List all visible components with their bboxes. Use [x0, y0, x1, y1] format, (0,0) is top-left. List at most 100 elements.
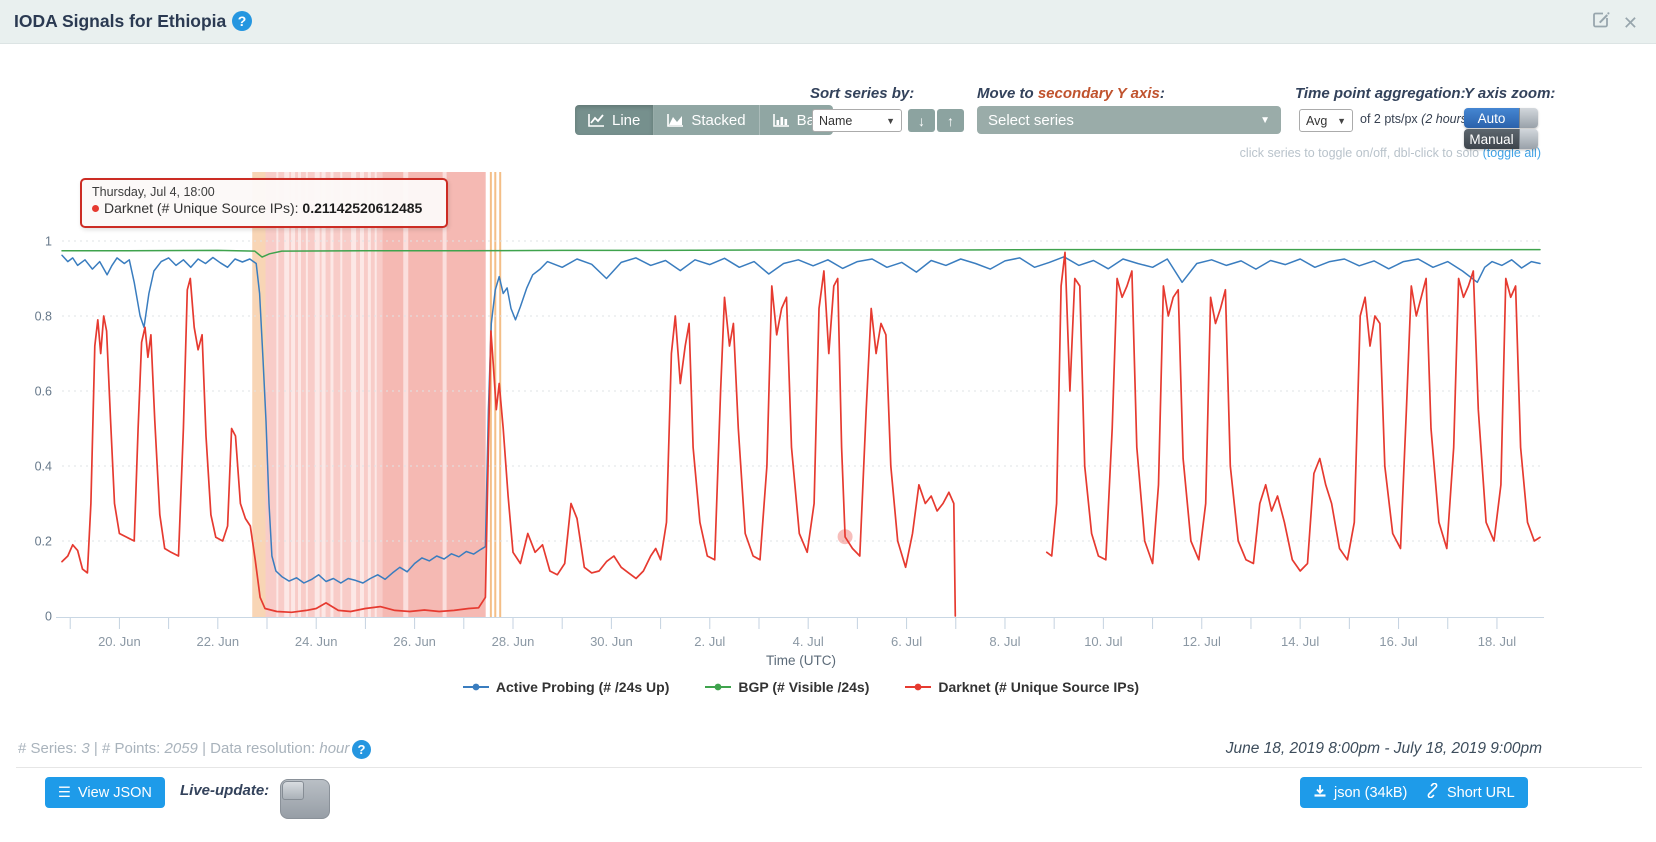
- chart-type-line-button[interactable]: Line: [575, 105, 655, 135]
- y-axis-tick-label: 0: [45, 610, 52, 624]
- y-axis-tick-label: 0.8: [35, 310, 52, 324]
- y-zoom-switch: Auto Manual: [1464, 108, 1538, 150]
- y-zoom-manual-option[interactable]: Manual: [1464, 129, 1538, 149]
- chevron-down-icon: ▼: [1260, 114, 1270, 126]
- title-help-icon[interactable]: ?: [232, 11, 252, 31]
- alert-region-gap: [330, 172, 334, 617]
- legend-marker-icon: [705, 683, 732, 691]
- series-line-darknet-unique-source-ips[interactable]: [61, 251, 1541, 617]
- y-zoom-label: Y axis zoom:: [1464, 85, 1556, 102]
- x-axis-title: Time (UTC): [766, 653, 836, 668]
- alert-line-orange: [489, 172, 492, 617]
- x-axis-tick-label: 4. Jul: [793, 634, 824, 649]
- chart-type-group: Line Stacked Bar: [575, 105, 833, 135]
- link-icon: [1425, 782, 1440, 802]
- x-axis-tick-label: 24. Jun: [295, 634, 338, 649]
- live-update-label: Live-update:: [180, 782, 270, 799]
- live-update-toggle[interactable]: [280, 779, 330, 819]
- sort-ascending-button[interactable]: ↑: [937, 109, 964, 132]
- x-axis-tick-label: 6. Jul: [891, 634, 922, 649]
- x-axis-tick-label: 26. Jun: [393, 634, 436, 649]
- alert-region-gap: [284, 172, 290, 617]
- chart-tooltip: Thursday, Jul 4, 18:00 Darknet (# Unique…: [80, 178, 448, 228]
- chevron-down-icon: ▼: [1337, 115, 1346, 126]
- x-axis-tick-label: 20. Jun: [98, 634, 141, 649]
- chart-legend: Active Probing (# /24s Up) BGP (# Visible…: [62, 679, 1540, 695]
- y-axis-tick-label: 0.6: [35, 385, 52, 399]
- aggregation-detail: of 2 pts/px (2 hours): [1360, 112, 1472, 126]
- alert-region-gap: [351, 172, 357, 617]
- date-range: June 18, 2019 8:00pm - July 18, 2019 9:0…: [1225, 740, 1542, 757]
- chart-type-stacked-button[interactable]: Stacked: [654, 105, 760, 135]
- x-axis-tick-label: 18. Jul: [1478, 634, 1516, 649]
- tooltip-series-label: Darknet (# Unique Source IPs):: [104, 200, 299, 216]
- series-dot-icon: [92, 205, 99, 212]
- view-json-button[interactable]: ☰ View JSON: [45, 777, 165, 808]
- y-axis-tick-label: 0.2: [35, 535, 52, 549]
- bar-chart-icon: [772, 113, 790, 127]
- toggle-knob: [1519, 108, 1538, 128]
- aggregation-select[interactable]: Avg ▼: [1299, 109, 1353, 132]
- x-axis-tick-label: 14. Jul: [1281, 634, 1319, 649]
- alert-region-gap: [305, 172, 308, 617]
- panel-header: IODA Signals for Ethiopia ? ✕: [0, 0, 1656, 44]
- legend-item-bgp-visible-24s[interactable]: BGP (# Visible /24s): [705, 679, 869, 695]
- series-line-active-probing-24s-up[interactable]: [61, 254, 1541, 584]
- line-chart-icon: [588, 113, 605, 127]
- download-json-button[interactable]: json (34kB): [1300, 777, 1421, 808]
- resolution-help-icon[interactable]: ?: [352, 740, 371, 759]
- alert-region-gap: [314, 172, 320, 617]
- alert-region-orange: [252, 172, 266, 617]
- alert-region-gap: [340, 172, 343, 617]
- alert-region-gap: [297, 172, 301, 617]
- x-axis-tick-label: 22. Jun: [196, 634, 239, 649]
- secondary-axis-label: Move to secondary Y axis:: [977, 85, 1165, 102]
- legend-label: Active Probing (# /24s Up): [495, 679, 670, 695]
- alert-region-gap: [367, 172, 371, 617]
- legend-label: Darknet (# Unique Source IPs): [938, 679, 1140, 695]
- list-icon: ☰: [58, 784, 71, 801]
- sort-series-label: Sort series by:: [810, 85, 915, 102]
- short-url-button[interactable]: Short URL: [1412, 777, 1528, 808]
- legend-item-active-probing-24s-up[interactable]: Active Probing (# /24s Up): [462, 679, 670, 695]
- alert-region-gap: [374, 172, 377, 617]
- legend-label: BGP (# Visible /24s): [738, 679, 870, 695]
- toggle-all-link[interactable]: (toggle all): [1482, 146, 1541, 160]
- sort-descending-button[interactable]: ↓: [908, 109, 935, 132]
- page-title: IODA Signals for Ethiopia: [14, 11, 227, 31]
- signals-chart: 20. Jun 22. Jun 24. Jun 26. Jun 28. Jun 30. J…: [35, 172, 1544, 649]
- alert-region-red-solid: [382, 172, 485, 617]
- stacked-area-icon: [667, 113, 684, 127]
- y-axis-tick-label: 0.4: [35, 460, 52, 474]
- y-zoom-auto-option[interactable]: Auto: [1464, 108, 1538, 128]
- tooltip-value: 0.21142520612485: [302, 200, 423, 216]
- footer-row: # Series: 3 | # Points: 2059 | Data reso…: [16, 736, 1642, 768]
- x-axis-tick-label: 28. Jun: [492, 634, 535, 649]
- hovered-point-marker: [837, 529, 853, 545]
- download-icon: [1313, 784, 1327, 802]
- series-line-bgp-visible-24s[interactable]: [61, 248, 1541, 258]
- alert-region-gap: [442, 172, 447, 617]
- alert-region-gap: [321, 172, 326, 617]
- alert-region-gap: [276, 172, 279, 617]
- y-axis-tick-label: 1: [45, 235, 52, 249]
- alert-region-gap: [359, 172, 364, 617]
- legend-marker-icon: [462, 683, 489, 691]
- alert-region-gap: [291, 172, 296, 617]
- sort-direction-buttons: ↓ ↑: [908, 109, 964, 132]
- close-icon[interactable]: ✕: [1622, 12, 1638, 33]
- x-axis-tick-label: 16. Jul: [1379, 634, 1417, 649]
- x-axis-tick-label: 30. Jun: [590, 634, 633, 649]
- legend-item-darknet-unique-source-ips[interactable]: Darknet (# Unique Source IPs): [905, 679, 1139, 695]
- x-axis-tick-label: 8. Jul: [989, 634, 1020, 649]
- x-axis-tick-label: 2. Jul: [694, 634, 725, 649]
- legend-marker-icon: [905, 683, 932, 691]
- chart-stats: # Series: 3 | # Points: 2059 | Data reso…: [18, 740, 350, 757]
- edit-icon[interactable]: [1591, 10, 1611, 35]
- sort-select[interactable]: Name ▼: [812, 109, 902, 132]
- select-series-dropdown[interactable]: Select series ▼: [977, 106, 1281, 134]
- x-axis-tick-label: 10. Jul: [1084, 634, 1122, 649]
- secondary-axis-highlight: secondary Y axis: [1037, 85, 1160, 102]
- chevron-down-icon: ▼: [886, 115, 895, 126]
